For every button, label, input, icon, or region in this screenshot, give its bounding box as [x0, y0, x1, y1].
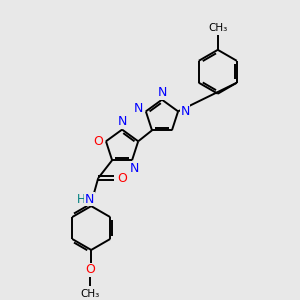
Text: N: N	[117, 115, 127, 128]
Text: N: N	[129, 162, 139, 175]
Text: N: N	[157, 86, 167, 99]
Text: CH₃: CH₃	[81, 289, 100, 299]
Text: CH₃: CH₃	[208, 23, 227, 33]
Text: N: N	[180, 105, 190, 118]
Text: O: O	[85, 263, 95, 276]
Text: N: N	[85, 193, 94, 206]
Text: O: O	[117, 172, 127, 185]
Text: N: N	[134, 102, 144, 115]
Text: H: H	[77, 193, 85, 206]
Text: O: O	[93, 135, 103, 148]
